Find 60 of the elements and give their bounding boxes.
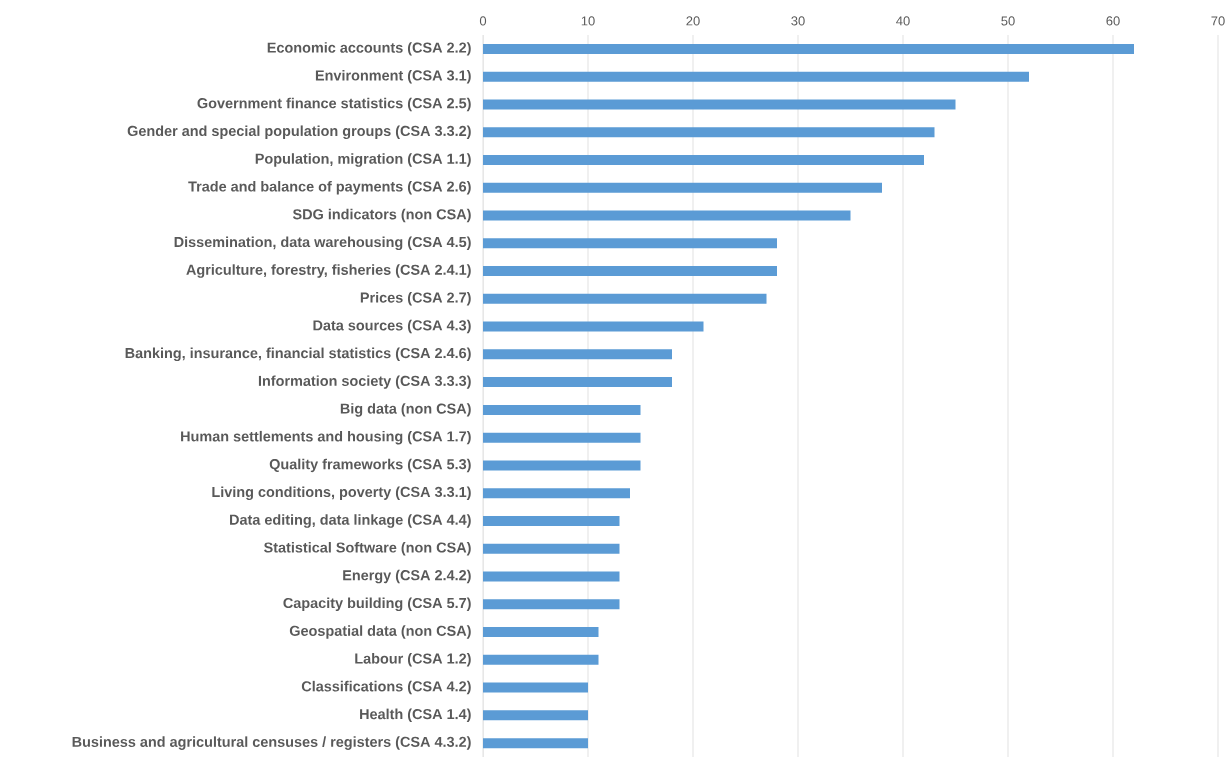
bar [483,293,767,304]
y-tick-label: Prices (CSA 2.7) [360,292,471,306]
y-tick-label: Business and agricultural censuses / registers (CSA 4.3.2) [72,736,471,750]
bar [483,321,704,332]
y-tick-label: Data sources (CSA 4.3) [313,319,471,334]
bar [483,460,641,471]
bar [483,404,641,415]
x-tick-label: 70 [1211,16,1225,26]
y-tick-label: Labour (CSA 1.2) [355,653,471,667]
y-tick-label: SDG indicators (non CSA) [292,208,471,223]
bar [483,127,935,138]
bar [483,627,599,638]
bar [483,488,630,499]
y-tick-label: Health (CSA 1.4) [360,708,471,723]
x-tick-label: 50 [1001,16,1015,26]
y-tick-label: Dissemination, data warehousing (CSA 4.5) [174,236,471,251]
y-tick-label: Living conditions, poverty (CSA 3.3.1) [212,486,471,500]
bar [483,99,956,110]
bar [483,349,672,360]
y-tick-label: Geospatial data (non CSA) [289,625,471,639]
x-tick-label: 30 [791,16,805,26]
bar [483,266,777,277]
x-tick-label: 60 [1106,16,1120,26]
bar [483,599,620,610]
bar [483,543,620,554]
x-tick-label: 0 [479,16,487,26]
y-tick-label: Government finance statistics (CSA 2.5) [197,97,471,112]
bar [483,71,1029,82]
y-tick-label: Data editing, data linkage (CSA 4.4) [230,514,471,528]
y-tick-label: Gender and special population groups (CSA 3.3.2) [127,125,471,139]
y-tick-label: Population, migration (CSA 1.1) [255,153,471,167]
x-tick-label: 40 [896,16,910,26]
bar [483,210,851,221]
y-tick-label: Quality frameworks (CSA 5.3) [269,458,471,473]
bar [483,154,924,165]
x-tick-label: 10 [581,16,595,26]
x-tick-label: 20 [686,16,700,26]
y-tick-label: Capacity building (CSA 5.7) [283,597,471,612]
y-tick-label: Economic accounts (CSA 2.2) [267,42,471,56]
y-tick-label: Agriculture, forestry, fisheries (CSA 2.4.1) [186,264,471,278]
bar [483,654,599,665]
bar [483,710,588,721]
y-tick-label: Big data (non CSA) [340,403,471,417]
bar [483,738,588,749]
bar [483,571,620,582]
bar [483,377,672,388]
y-tick-label: Environment (CSA 3.1) [315,69,471,84]
bar [483,432,641,443]
bar [483,238,777,249]
bar [483,182,882,193]
y-tick-label: Human settlements and housing (CSA 1.7) [181,430,471,445]
y-tick-label: Energy (CSA 2.4.2) [343,569,471,584]
y-tick-label: Statistical Software (non CSA) [264,542,471,556]
bar [483,682,588,693]
bar [483,515,620,526]
y-tick-label: Banking, insurance, financial statistics (CSA 2.4.6) [125,347,471,362]
bar [483,43,1134,54]
y-tick-label: Trade and balance of payments (CSA 2.6) [188,181,471,195]
y-tick-label: Information society (CSA 3.3.3) [258,375,471,389]
y-tick-label: Classifications (CSA 4.2) [301,680,471,695]
